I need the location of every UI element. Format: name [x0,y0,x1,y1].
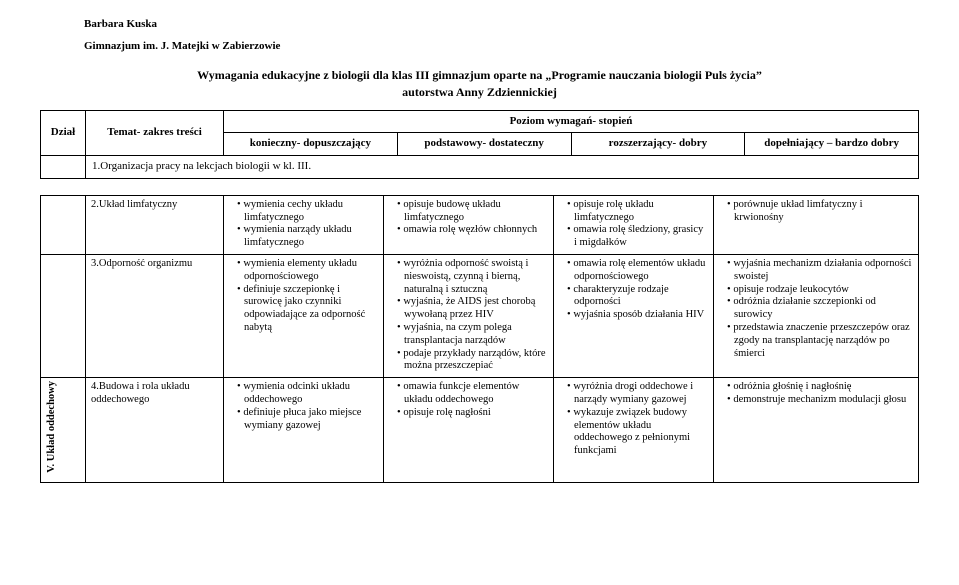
list-item: odróżnia głośnię i nagłośnię [727,381,913,394]
list-item: opisuje rodzaje leukocytów [727,284,913,297]
requirements-header-table: Dział Temat- zakres treści Poziom wymaga… [40,110,919,179]
col-header-level4: dopełniający – bardzo dobry [745,133,919,156]
level2-cell: omawia funkcje elementów układu oddechow… [384,378,554,483]
list-item: opisuje budowę układu limfatycznego [397,199,548,225]
col-header-poziom: Poziom wymagań- stopień [224,110,919,133]
list-item: omawia rolę śledziony, grasicy i migdałk… [567,224,708,250]
level3-cell: omawia rolę elementów układu odpornościo… [554,254,714,377]
col-header-level1: konieczny- dopuszczający [224,133,398,156]
level3-cell: opisuje rolę układu limfatycznegoomawia … [554,195,714,254]
list-item: wyjaśnia, że AIDS jest chorobą wywołaną … [397,296,548,322]
school-name: Gimnazjum im. J. Matejki w Zabierzowie [84,40,919,54]
list-item: opisuje rolę nagłośni [397,407,548,420]
level1-cell: wymienia elementy układu odpornościowego… [224,254,384,377]
topic-cell: 2.Układ limfatyczny [86,195,224,254]
level4-cell: wyjaśnia mechanizm działania odporności … [714,254,919,377]
doc-title-line2: autorstwa Anny Zdziennickiej [40,85,919,100]
requirements-body-table: 2.Układ limfatyczny wymienia cechy układ… [40,195,919,483]
topic-cell: 4.Budowa i rola układu oddechowego [86,378,224,483]
list-item: wykazuje związek budowy elementów układu… [567,407,708,458]
topic-cell: 3.Odporność organizmu [86,254,224,377]
col-header-level3: rozszerzający- dobry [571,133,745,156]
list-item: charakteryzuje rodzaje odporności [567,284,708,310]
list-item: porównuje układ limfatyczny i krwionośny [727,199,913,225]
list-item: wyjaśnia sposób działania HIV [567,309,708,322]
list-item: demonstruje mechanizm modulacji głosu [727,394,913,407]
list-item: wyjaśnia, na czym polega transplantacja … [397,322,548,348]
list-item: omawia rolę elementów układu odpornościo… [567,258,708,284]
section-cell-empty [41,195,86,254]
list-item: definiuje szczepionkę i surowicę jako cz… [237,284,378,335]
list-item: wyróżnia drogi oddechowe i narządy wymia… [567,381,708,407]
section-label: V. Układ oddechowy [46,381,80,473]
section-label-cell: V. Układ oddechowy [41,378,86,483]
doc-title-line1: Wymagania edukacyjne z biologii dla klas… [40,68,919,83]
list-item: opisuje rolę układu limfatycznego [567,199,708,225]
list-item: omawia rolę węzłów chłonnych [397,224,548,237]
level1-cell: wymienia cechy układu limfatycznegowymie… [224,195,384,254]
list-item: wymienia narządy układu limfatycznego [237,224,378,250]
list-item: przedstawia znaczenie przeszczepów oraz … [727,322,913,360]
author-name: Barbara Kuska [84,18,919,32]
table-row: 2.Układ limfatyczny wymienia cechy układ… [41,195,919,254]
level2-cell: wyróżnia odporność swoistą i nieswoistą,… [384,254,554,377]
col-header-level2: podstawowy- dostateczny [397,133,571,156]
list-item: wymienia cechy układu limfatycznego [237,199,378,225]
list-item: definiuje płuca jako miejsce wymiany gaz… [237,407,378,433]
level4-cell: porównuje układ limfatyczny i krwionośny [714,195,919,254]
level3-cell: wyróżnia drogi oddechowe i narządy wymia… [554,378,714,483]
list-item: wyjaśnia mechanizm działania odporności … [727,258,913,284]
level2-cell: opisuje budowę układu limfatycznegoomawi… [384,195,554,254]
list-item: wymienia elementy układu odpornościowego [237,258,378,284]
col-header-dzial: Dział [41,110,86,156]
list-item: wymienia odcinki układu oddechowego [237,381,378,407]
col-header-temat: Temat- zakres treści [86,110,224,156]
org-cell-dzial [41,156,86,179]
list-item: wyróżnia odporność swoistą i nieswoistą,… [397,258,548,296]
table-row: V. Układ oddechowy 4.Budowa i rola układ… [41,378,919,483]
table-row: 3.Odporność organizmu wymienia elementy … [41,254,919,377]
section-cell-empty [41,254,86,377]
level1-cell: wymienia odcinki układu oddechowegodefin… [224,378,384,483]
list-item: omawia funkcje elementów układu oddechow… [397,381,548,407]
list-item: podaje przykłady narządów, które można p… [397,348,548,374]
list-item: odróżnia działanie szczepionki od surowi… [727,296,913,322]
level4-cell: odróżnia głośnię i nagłośniędemonstruje … [714,378,919,483]
org-cell-text: 1.Organizacja pracy na lekcjach biologii… [86,156,919,179]
